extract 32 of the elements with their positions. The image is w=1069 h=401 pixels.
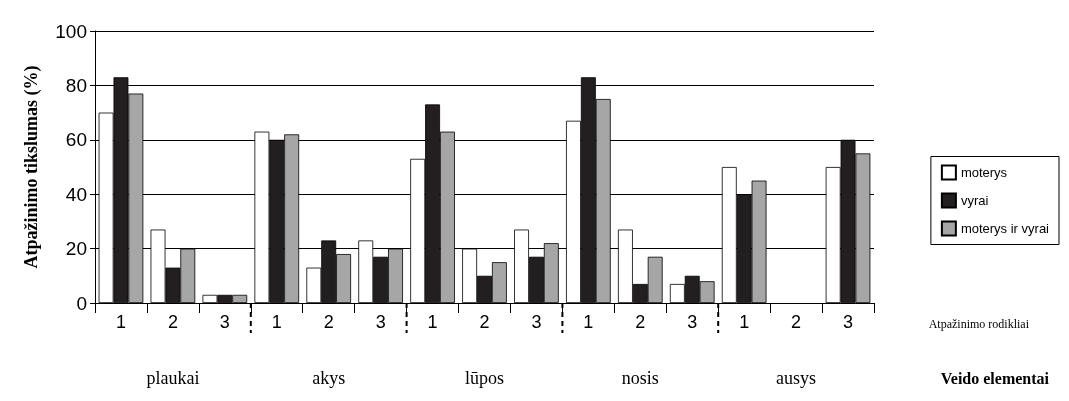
x-tick-label: 2 <box>323 312 334 332</box>
x-tick-label: 1 <box>427 312 438 332</box>
y-tick-label: 0 <box>76 292 87 314</box>
text: ausys <box>776 368 817 388</box>
text: plaukai <box>146 368 200 388</box>
x-tick-label: 3 <box>375 312 386 332</box>
x-tick-label: 3 <box>219 312 230 332</box>
text: nosis <box>621 368 659 388</box>
x-tick-label: 1 <box>271 312 282 332</box>
x-tick-label: 2 <box>479 312 490 332</box>
x-tick-label: 3 <box>687 312 698 332</box>
legend-label: moterys ir vyrai <box>960 221 1050 236</box>
y-tick-label: 60 <box>65 129 87 151</box>
y-tick-label: 100 <box>55 20 87 42</box>
text: akys <box>312 368 346 388</box>
text: Veido elementai <box>940 369 1050 387</box>
y-axis-title: Atpažinimo tikslumas (%) <box>21 65 42 269</box>
y-tick-label: 40 <box>65 183 87 205</box>
x-tick-label: 2 <box>635 312 646 332</box>
y-tick-label: 80 <box>65 74 87 96</box>
legend-label: vyrai <box>960 193 989 208</box>
legend-label: moterys <box>960 165 1008 180</box>
text: lūpos <box>464 368 505 388</box>
x-tick-label: 1 <box>739 312 750 332</box>
x-tick-label: 3 <box>531 312 542 332</box>
y-tick-label: 20 <box>65 238 87 260</box>
x-axis-title: Atpažinimo rodikliai <box>928 317 1030 331</box>
x-tick-label: 1 <box>115 312 126 332</box>
x-tick-label: 2 <box>791 312 802 332</box>
x-tick-label: 2 <box>167 312 178 332</box>
x-tick-label: 1 <box>583 312 594 332</box>
x-tick-label: 3 <box>843 312 854 332</box>
